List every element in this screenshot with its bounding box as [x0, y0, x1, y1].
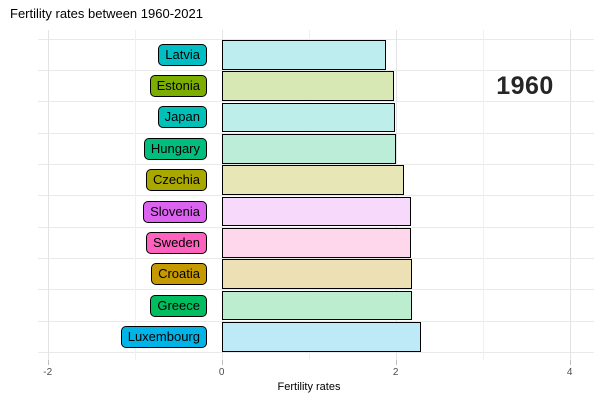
- gridline-horizontal: [38, 226, 594, 228]
- bar-greece: [221, 290, 413, 321]
- gridline-horizontal: [38, 101, 594, 103]
- year-label: 1960: [496, 72, 554, 100]
- bar-latvia: [221, 40, 387, 70]
- country-label-estonia: Estonia: [149, 75, 207, 98]
- country-label-slovenia: Slovenia: [143, 200, 207, 223]
- bar-row: Latvia: [38, 40, 594, 70]
- country-label-luxembourg: Luxembourg: [120, 325, 207, 348]
- bar-row: Japan: [38, 102, 594, 133]
- country-label-latvia: Latvia: [158, 43, 207, 66]
- country-label-japan: Japan: [157, 106, 207, 129]
- x-tick-label: 0: [218, 367, 225, 378]
- bar-row: Sweden: [38, 228, 594, 258]
- bar-row: Slovenia: [38, 196, 594, 227]
- bar-row: Luxembourg: [38, 322, 594, 352]
- plot-panel: Latvia Estonia Japan Hungary Czechia Slovenia…: [38, 30, 594, 360]
- gridline-vertical: [134, 30, 136, 360]
- bar-japan: [221, 102, 395, 133]
- bar-croatia: [221, 259, 413, 289]
- gridline-vertical: [308, 30, 310, 360]
- gridline-horizontal: [38, 320, 594, 322]
- gridline-horizontal: [38, 289, 594, 291]
- bar-sweden: [221, 228, 412, 258]
- gridline-horizontal: [38, 163, 594, 165]
- x-axis: -2 0 2 4: [0, 360, 600, 386]
- x-tick-label: 2: [392, 367, 399, 378]
- x-tick-label: -2: [43, 367, 53, 378]
- gridline-vertical: [221, 30, 223, 360]
- bar-row: Estonia: [38, 71, 594, 101]
- chart-title: Fertility rates between 1960-2021: [10, 6, 203, 21]
- bar-row: Croatia: [38, 259, 594, 289]
- bar-czechia: [221, 165, 405, 195]
- gridline-horizontal: [38, 69, 594, 71]
- gridline-vertical: [395, 30, 397, 360]
- bar-row: Hungary: [38, 134, 594, 164]
- gridline-horizontal: [38, 257, 594, 259]
- gridline-horizontal: [38, 132, 594, 134]
- x-tick-mark: [395, 360, 397, 365]
- x-axis-title: Fertility rates: [277, 381, 341, 393]
- country-label-czechia: Czechia: [146, 169, 207, 192]
- bar-luxembourg: [221, 322, 421, 352]
- country-label-hungary: Hungary: [143, 137, 207, 160]
- x-tick-mark: [47, 360, 49, 365]
- country-label-sweden: Sweden: [146, 231, 207, 254]
- gridline-vertical: [47, 30, 49, 360]
- bar-row: Greece: [38, 290, 594, 321]
- bar-hungary: [221, 134, 396, 164]
- bar-estonia: [221, 71, 394, 101]
- bar-slovenia: [221, 196, 412, 227]
- gridline-vertical: [569, 30, 571, 360]
- bar-row: Czechia: [38, 165, 594, 195]
- x-tick-mark: [569, 360, 571, 365]
- gridline-vertical: [482, 30, 484, 360]
- country-label-croatia: Croatia: [151, 263, 207, 286]
- gridline-horizontal: [38, 352, 594, 353]
- x-tick-mark: [221, 360, 223, 365]
- country-label-greece: Greece: [150, 294, 207, 317]
- x-tick-label: 4: [566, 367, 573, 378]
- gridline-horizontal: [38, 195, 594, 197]
- gridline-horizontal: [38, 38, 594, 40]
